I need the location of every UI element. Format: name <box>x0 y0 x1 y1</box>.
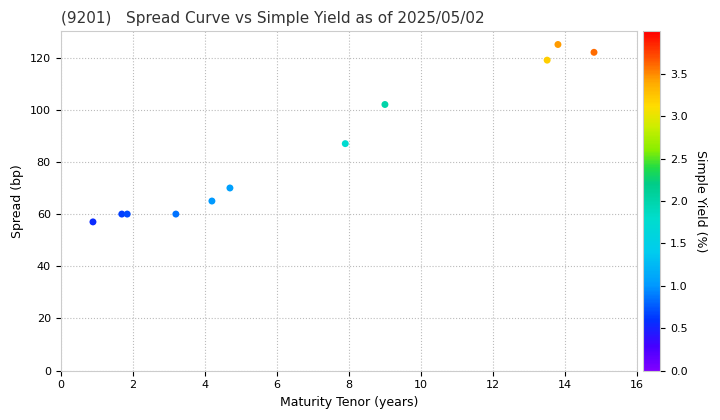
Point <box>87 218 99 225</box>
Point <box>224 185 235 192</box>
Point <box>116 211 127 218</box>
Point <box>170 211 181 218</box>
Point <box>541 57 553 63</box>
Point <box>552 41 564 48</box>
Point <box>588 49 600 56</box>
Point <box>122 211 133 218</box>
Point <box>379 101 391 108</box>
Point <box>206 198 217 205</box>
X-axis label: Maturity Tenor (years): Maturity Tenor (years) <box>279 396 418 409</box>
Y-axis label: Simple Yield (%): Simple Yield (%) <box>694 150 707 252</box>
Point <box>340 140 351 147</box>
Y-axis label: Spread (bp): Spread (bp) <box>11 164 24 238</box>
Text: (9201)   Spread Curve vs Simple Yield as of 2025/05/02: (9201) Spread Curve vs Simple Yield as o… <box>60 11 484 26</box>
